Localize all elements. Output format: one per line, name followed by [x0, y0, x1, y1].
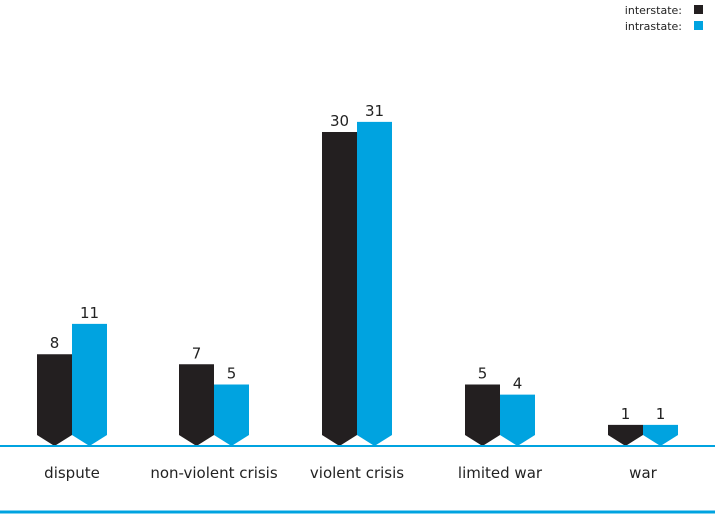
bar-interstate-4: [608, 425, 643, 446]
category-label-2: violent crisis: [310, 464, 404, 482]
value-label-intrastate-3: 4: [513, 375, 523, 393]
value-label-interstate-3: 5: [478, 365, 488, 383]
bar-interstate-0: [37, 354, 72, 446]
legend-label-intrastate: intrastate:: [625, 20, 682, 33]
value-label-interstate-1: 7: [192, 344, 202, 362]
bar-interstate-3: [465, 385, 500, 447]
bar-intrastate-2: [357, 122, 392, 446]
value-label-interstate-0: 8: [50, 334, 60, 352]
category-label-1: non-violent crisis: [150, 464, 278, 482]
bar-intrastate-3: [500, 395, 535, 446]
value-label-intrastate-2: 31: [365, 102, 384, 120]
bar-interstate-2: [322, 132, 357, 446]
bar-intrastate-4: [643, 425, 678, 446]
bar-intrastate-1: [214, 385, 249, 447]
value-label-intrastate-1: 5: [227, 365, 237, 383]
category-label-0: dispute: [44, 464, 100, 482]
value-label-intrastate-4: 1: [656, 405, 666, 423]
bar-interstate-1: [179, 364, 214, 446]
category-label-4: war: [629, 464, 657, 482]
legend-swatch-intrastate: [694, 21, 703, 30]
legend-label-interstate: interstate:: [625, 4, 682, 17]
legend: interstate: intrastate:: [625, 4, 703, 33]
value-label-interstate-2: 30: [330, 112, 349, 130]
category-label-3: limited war: [458, 464, 543, 482]
legend-swatch-interstate: [694, 5, 703, 14]
value-label-interstate-4: 1: [621, 405, 631, 423]
bar-intrastate-0: [72, 324, 107, 446]
value-label-intrastate-0: 11: [80, 304, 99, 322]
